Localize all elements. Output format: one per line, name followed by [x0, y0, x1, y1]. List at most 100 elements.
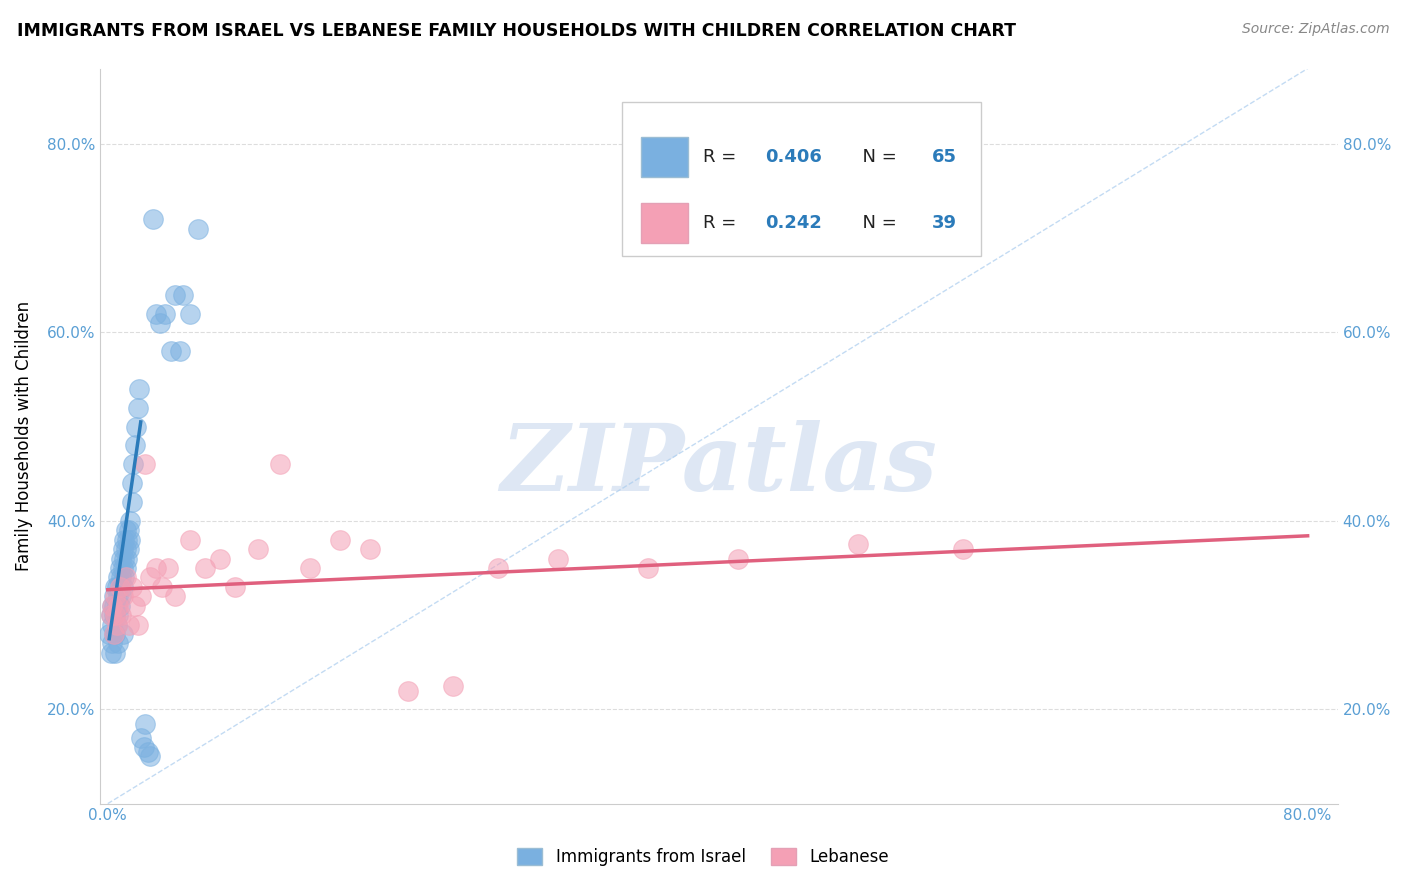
Point [136, 745, 159, 759]
Point [120, 514, 142, 528]
Point [103, 627, 125, 641]
Point [129, 731, 152, 745]
Point [114, 524, 136, 538]
Point [121, 580, 143, 594]
Point [107, 636, 129, 650]
Point [118, 617, 141, 632]
Point [441, 679, 464, 693]
Point [111, 580, 134, 594]
Point [108, 580, 131, 594]
Point [134, 716, 156, 731]
Point [165, 589, 187, 603]
Point [108, 580, 131, 594]
Point [107, 599, 129, 613]
Point [100, 646, 122, 660]
Point [179, 533, 201, 547]
Point [952, 542, 974, 557]
Point [246, 542, 269, 557]
Point [637, 561, 659, 575]
Point [103, 627, 125, 641]
FancyBboxPatch shape [623, 102, 981, 256]
Point [727, 551, 749, 566]
Point [114, 561, 136, 575]
Point [117, 533, 139, 547]
Point [121, 476, 143, 491]
Text: 65: 65 [932, 148, 956, 166]
Point [101, 599, 124, 613]
Point [194, 561, 217, 575]
Point [111, 542, 134, 557]
Point [134, 458, 156, 472]
Legend: Immigrants from Israel, Lebanese: Immigrants from Israel, Lebanese [510, 841, 896, 873]
Point [153, 307, 176, 321]
Point [101, 617, 124, 632]
Point [101, 599, 124, 613]
Point [846, 537, 869, 551]
Point [108, 599, 131, 613]
Point [104, 589, 127, 603]
Point [128, 382, 150, 396]
Y-axis label: Family Households with Children: Family Households with Children [15, 301, 32, 571]
Point [105, 599, 128, 613]
Point [104, 646, 127, 660]
Point [145, 307, 167, 321]
Point [486, 561, 509, 575]
Point [112, 551, 135, 566]
Point [104, 608, 127, 623]
Point [547, 551, 569, 566]
Point [107, 608, 129, 623]
Point [100, 608, 122, 623]
Point [169, 344, 191, 359]
Point [104, 627, 127, 641]
Point [139, 749, 162, 764]
Point [159, 344, 181, 359]
Point [124, 438, 146, 452]
Point [156, 561, 179, 575]
FancyBboxPatch shape [641, 202, 688, 244]
Point [114, 542, 136, 557]
Point [127, 617, 149, 632]
Point [110, 608, 132, 623]
Point [111, 627, 134, 641]
Text: R =: R = [703, 148, 742, 166]
Point [142, 212, 165, 227]
Point [120, 533, 142, 547]
Point [122, 458, 145, 472]
Point [104, 580, 127, 594]
Point [100, 608, 122, 623]
Text: N =: N = [852, 148, 903, 166]
Text: Source: ZipAtlas.com: Source: ZipAtlas.com [1241, 22, 1389, 37]
Point [105, 617, 128, 632]
Point [269, 458, 291, 472]
FancyBboxPatch shape [641, 136, 688, 177]
Point [107, 589, 129, 603]
Point [111, 561, 134, 575]
Point [121, 495, 143, 509]
Point [110, 589, 132, 603]
Point [187, 221, 209, 235]
Point [117, 551, 139, 566]
Text: IMMIGRANTS FROM ISRAEL VS LEBANESE FAMILY HOUSEHOLDS WITH CHILDREN CORRELATION C: IMMIGRANTS FROM ISRAEL VS LEBANESE FAMIL… [17, 22, 1017, 40]
Text: ZIPatlas: ZIPatlas [501, 420, 938, 510]
Point [129, 589, 152, 603]
Point [125, 419, 148, 434]
Point [103, 589, 125, 603]
Point [118, 524, 141, 538]
Text: R =: R = [703, 214, 742, 232]
Point [101, 636, 124, 650]
Point [111, 589, 134, 603]
Point [179, 307, 201, 321]
Text: 39: 39 [932, 214, 956, 232]
Point [110, 570, 132, 584]
Point [103, 608, 125, 623]
Point [118, 542, 141, 557]
Point [329, 533, 352, 547]
Point [104, 608, 127, 623]
Point [165, 287, 187, 301]
Point [149, 316, 172, 330]
Point [105, 617, 128, 632]
Point [139, 570, 162, 584]
Point [127, 401, 149, 415]
Point [299, 561, 322, 575]
Point [112, 533, 135, 547]
